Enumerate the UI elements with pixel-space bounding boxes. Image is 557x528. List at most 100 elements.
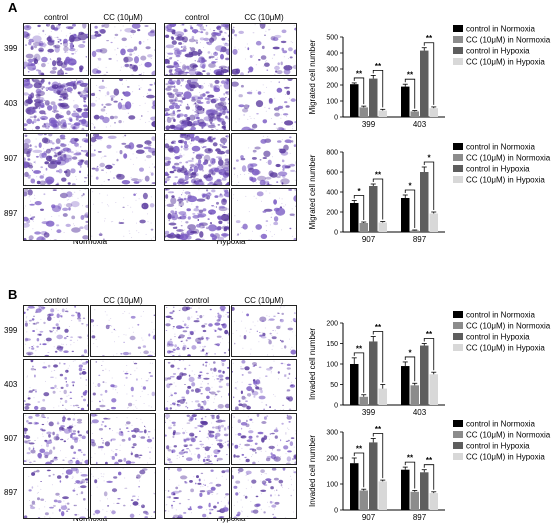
micrograph-tile (90, 413, 156, 465)
legend-label: control in Hypoxia (466, 165, 530, 174)
y-tick-label: 200 (326, 210, 338, 217)
legend-label: CC (10μM) in Normoxia (466, 322, 551, 331)
significance-label: * (357, 187, 361, 196)
legend-label: control in Normoxia (466, 311, 535, 320)
invasion-chart-907-897: Invaded cell number 0 100 200 300 907 897 ** ** *… (308, 420, 551, 523)
significance-bracket (423, 161, 435, 210)
significance-label: ** (426, 330, 433, 339)
significance-label: ** (375, 62, 382, 71)
micrograph-tile (231, 467, 297, 519)
y-tick-label: 800 (326, 150, 338, 157)
migration-chart-399-403: Migrated cell number 0 100 200 300 400 500 399 4… (308, 25, 551, 130)
micrograph-tile (90, 305, 156, 357)
significance-bracket (404, 461, 416, 489)
legend-swatch (453, 322, 463, 329)
legend-label: CC (10μM) in Hypoxia (466, 176, 545, 185)
micrograph-tile (164, 359, 230, 411)
legend-swatch (453, 431, 463, 438)
bar (401, 469, 410, 510)
legend-swatch (453, 47, 463, 54)
micrograph-tile (231, 305, 297, 357)
bar (350, 84, 359, 117)
bar (410, 385, 419, 405)
legend-swatch (453, 58, 463, 65)
bar (410, 111, 419, 117)
row-label: 907 (4, 154, 18, 163)
micrograph-tile (231, 23, 297, 76)
legend-swatch (453, 154, 463, 161)
bar (420, 50, 429, 117)
legend-swatch (453, 442, 463, 449)
significance-bracket (423, 42, 435, 105)
micrograph-tile (164, 78, 230, 131)
significance-label: * (408, 348, 412, 357)
x-tick-label: 403 (413, 120, 427, 129)
bar (369, 442, 378, 510)
y-axis-label: Migrated cell number (308, 39, 317, 114)
bar (429, 213, 438, 232)
x-tick-label: 907 (362, 513, 376, 522)
row-label: 403 (4, 99, 18, 108)
bar (420, 172, 429, 232)
significance-label: ** (426, 456, 433, 465)
legend-swatch (453, 311, 463, 318)
significance-label: ** (407, 71, 414, 80)
significance-label: ** (375, 171, 382, 180)
y-axis-label: Invaded cell number (308, 435, 317, 507)
micrograph-tile (231, 359, 297, 411)
y-tick-label: 0 (334, 508, 338, 515)
y-axis-label: Invaded cell number (308, 328, 317, 400)
bar (420, 472, 429, 510)
bar (359, 107, 368, 117)
col-header: control (43, 13, 68, 22)
y-tick-label: 100 (326, 99, 338, 106)
micrograph-tile (231, 188, 297, 241)
significance-bracket (353, 352, 365, 393)
significance-bracket (372, 331, 384, 383)
y-tick-label: 200 (326, 456, 338, 463)
micrograph-tile (90, 467, 156, 519)
bar (369, 341, 378, 405)
y-tick-label: 50 (330, 382, 338, 389)
legend-swatch (453, 143, 463, 150)
legend-swatch (453, 453, 463, 460)
y-tick-label: 100 (326, 482, 338, 489)
legend-label: control in Normoxia (466, 143, 535, 152)
significance-label: ** (356, 344, 363, 353)
bar (359, 396, 368, 405)
significance-bracket (404, 78, 416, 109)
x-tick-label: 897 (413, 235, 427, 244)
y-tick-label: 400 (326, 190, 338, 197)
significance-bracket (372, 178, 384, 220)
legend-label: CC (10μM) in Normoxia (466, 36, 551, 45)
row-label: 399 (4, 44, 18, 53)
y-tick-label: 600 (326, 170, 338, 177)
legend-label: control in Hypoxia (466, 47, 530, 56)
micrograph-tile (23, 188, 89, 241)
micrograph-tile (90, 188, 156, 241)
bar (369, 186, 378, 232)
x-tick-label: 403 (413, 408, 427, 417)
bar (401, 198, 410, 232)
significance-bracket (404, 356, 416, 382)
micrograph-tile (164, 305, 230, 357)
bar (410, 491, 419, 510)
micrograph-tile (23, 359, 89, 411)
micrograph-tile (164, 133, 230, 186)
x-tick-label: 897 (413, 513, 427, 522)
micrograph-tile (164, 23, 230, 76)
legend-label: CC (10μM) in Hypoxia (466, 58, 545, 67)
legend-swatch (453, 25, 463, 32)
significance-label: ** (426, 34, 433, 43)
bar (359, 490, 368, 510)
legend-label: CC (10μM) in Normoxia (466, 154, 551, 163)
bar (369, 78, 378, 117)
micrograph-tile (23, 23, 89, 76)
micrograph-tile (164, 467, 230, 519)
bar (429, 374, 438, 405)
significance-label: ** (356, 445, 363, 454)
significance-bracket (353, 77, 365, 105)
y-tick-label: 500 (326, 35, 338, 42)
micrograph-tile (231, 133, 297, 186)
